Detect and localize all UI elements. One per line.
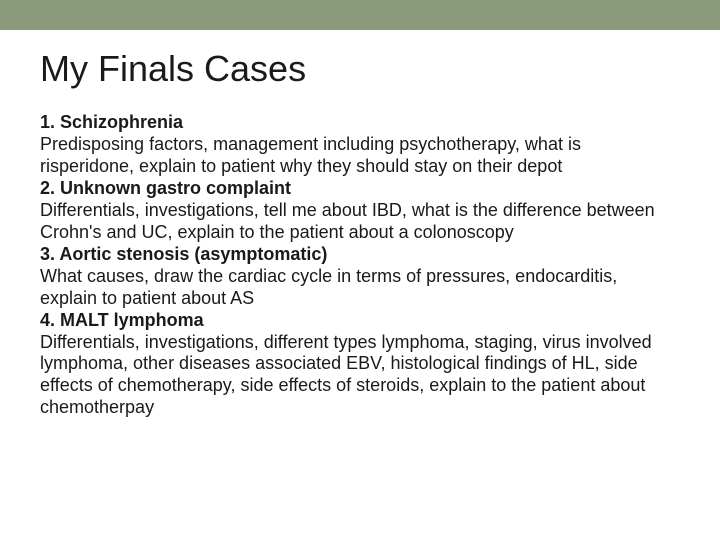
- case-body: Differentials, investigations, tell me a…: [40, 200, 660, 244]
- case-heading: 2. Unknown gastro complaint: [40, 178, 660, 200]
- case-heading: 1. Schizophrenia: [40, 112, 660, 134]
- page-title: My Finals Cases: [40, 48, 680, 90]
- slide-content: My Finals Cases 1. Schizophrenia Predisp…: [0, 30, 720, 439]
- case-item: 4. MALT lymphoma Differentials, investig…: [40, 310, 660, 420]
- case-body: What causes, draw the cardiac cycle in t…: [40, 266, 660, 310]
- case-body: Differentials, investigations, different…: [40, 332, 660, 420]
- case-item: 2. Unknown gastro complaint Differential…: [40, 178, 660, 244]
- top-accent-bar: [0, 0, 720, 30]
- case-item: 1. Schizophrenia Predisposing factors, m…: [40, 112, 660, 178]
- case-body: Predisposing factors, management includi…: [40, 134, 660, 178]
- cases-list: 1. Schizophrenia Predisposing factors, m…: [40, 112, 660, 419]
- case-item: 3. Aortic stenosis (asymptomatic) What c…: [40, 244, 660, 310]
- case-heading: 3. Aortic stenosis (asymptomatic): [40, 244, 660, 266]
- case-heading: 4. MALT lymphoma: [40, 310, 660, 332]
